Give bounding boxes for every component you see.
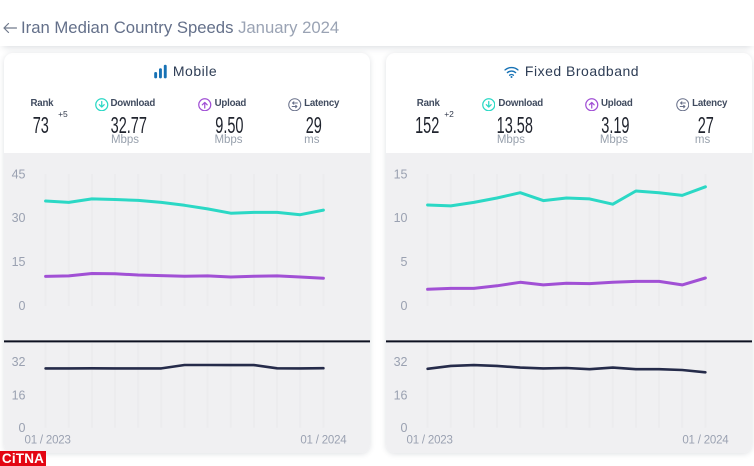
svg-text:01 / 2024: 01 / 2024 [300, 435, 347, 447]
svg-text:30: 30 [12, 211, 26, 225]
svg-text:10: 10 [394, 211, 408, 225]
svg-text:5: 5 [401, 255, 408, 269]
svg-text:01 / 2024: 01 / 2024 [682, 435, 729, 447]
svg-text:0: 0 [19, 421, 26, 435]
svg-text:01 / 2023: 01 / 2023 [25, 435, 71, 447]
svg-text:15: 15 [394, 167, 408, 181]
svg-text:16: 16 [12, 388, 26, 402]
svg-text:15: 15 [12, 255, 26, 269]
svg-text:45: 45 [12, 167, 26, 181]
svg-text:32: 32 [12, 355, 26, 369]
svg-text:01 / 2023: 01 / 2023 [407, 435, 453, 447]
svg-text:16: 16 [394, 388, 408, 402]
svg-text:0: 0 [19, 299, 26, 313]
svg-text:0: 0 [401, 299, 408, 313]
svg-text:32: 32 [394, 355, 408, 369]
svg-text:0: 0 [401, 421, 408, 435]
